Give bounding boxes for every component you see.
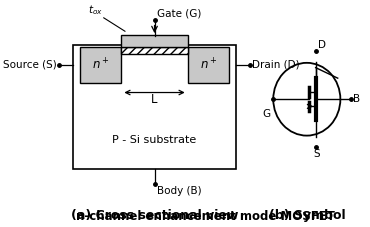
Text: P - Si substrate: P - Si substrate <box>112 135 196 146</box>
Text: L: L <box>151 94 158 106</box>
Text: $t_{ox}$: $t_{ox}$ <box>88 3 103 17</box>
Bar <box>121 47 188 54</box>
Text: Source (S): Source (S) <box>3 60 57 70</box>
Bar <box>80 47 121 83</box>
Bar <box>188 47 229 83</box>
Text: (a) Cross sectional view: (a) Cross sectional view <box>71 209 238 222</box>
Text: Body (B): Body (B) <box>157 186 202 196</box>
Text: n-channel enhancement mode MOSFET: n-channel enhancement mode MOSFET <box>76 210 335 223</box>
Text: Drain (D): Drain (D) <box>252 60 300 70</box>
Bar <box>73 45 236 169</box>
Text: D: D <box>318 40 326 50</box>
Bar <box>121 35 188 47</box>
Text: B: B <box>353 94 360 104</box>
Text: $n^+$: $n^+$ <box>199 57 217 72</box>
Text: S: S <box>313 149 320 159</box>
Text: (b) Symbol: (b) Symbol <box>269 209 345 222</box>
Text: G: G <box>262 109 270 119</box>
Text: Gate (G): Gate (G) <box>157 9 202 19</box>
Text: $n^+$: $n^+$ <box>92 57 110 72</box>
